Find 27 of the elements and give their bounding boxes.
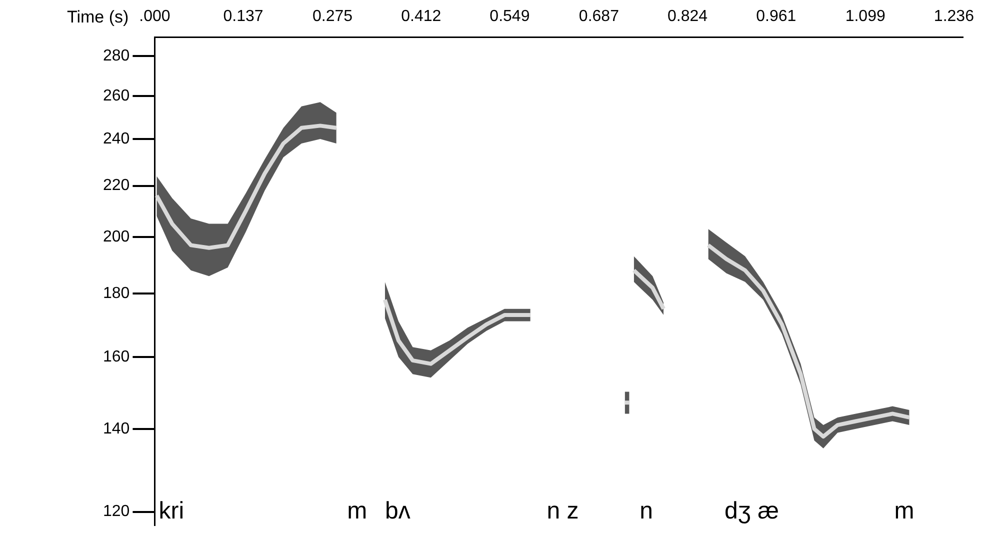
x-tick-label: 0.275 [312, 8, 353, 26]
annotation: kri [158, 497, 184, 524]
x-tick-label: 0.137 [223, 8, 264, 26]
x-tick-label: 0.549 [490, 8, 530, 26]
annotation: m [347, 497, 368, 524]
y-tick-label: 200 [102, 228, 130, 246]
y-tick-label: 240 [102, 130, 130, 148]
x-tick-label: 0.824 [668, 8, 708, 26]
y-tick-label: 160 [102, 348, 130, 366]
x-tick-label: 1.099 [845, 8, 886, 26]
annotation: bʌ [385, 497, 410, 524]
y-tick-label: 180 [102, 285, 130, 302]
x-axis-title: Time (s) [66, 8, 129, 27]
y-tick-label: 220 [102, 177, 130, 194]
annotation: dʒ æ [724, 497, 779, 524]
x-tick-label: 0.961 [756, 8, 796, 26]
x-tick-label: 0.687 [578, 8, 620, 26]
annotation: n [640, 497, 654, 524]
x-tick-label: .000 [139, 8, 170, 26]
y-tick-label: 260 [102, 87, 130, 104]
x-tick-label: 1.236 [934, 8, 974, 26]
annotation: n z [546, 497, 579, 524]
y-tick-label: 120 [102, 503, 130, 520]
y-tick-label: 140 [102, 420, 130, 438]
x-tick-label: 0.412 [401, 8, 442, 26]
annotation: m [894, 497, 914, 524]
y-tick-label: 280 [102, 47, 130, 64]
